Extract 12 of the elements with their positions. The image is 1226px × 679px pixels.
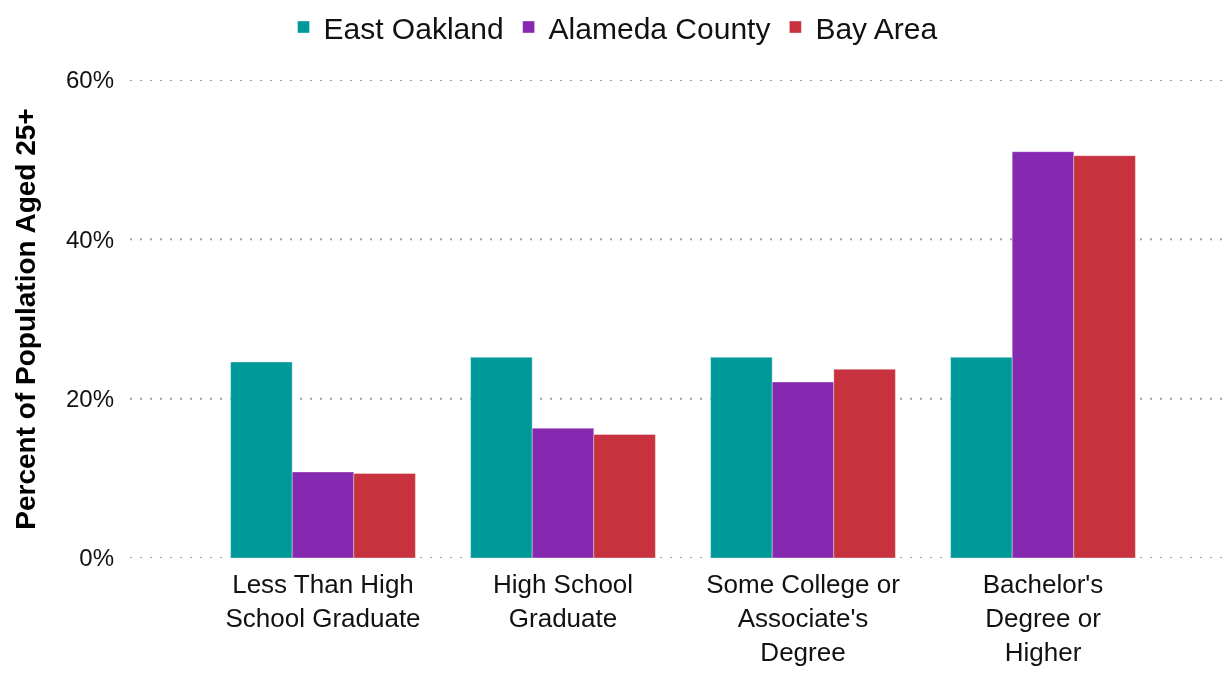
x-tick-label: High School Graduate: [492, 569, 634, 633]
legend-label: Bay Area: [815, 11, 938, 45]
x-tick-label: Some College or Associate's Degree: [706, 569, 901, 667]
y-tick-label: 60%: [65, 66, 114, 94]
y-axis-title: Percent of Population Aged 25+: [9, 108, 41, 530]
x-tick-label: Bachelor's Degree or Higher: [982, 569, 1104, 667]
legend-label: Alameda County: [548, 11, 771, 45]
x-tick-label: Less Than High School Graduate: [225, 569, 421, 633]
y-tick-label: 40%: [65, 225, 114, 253]
legend-label: East Oakland: [323, 11, 504, 45]
y-tick-label: 0%: [79, 544, 114, 572]
y-tick-label: 20%: [65, 385, 114, 413]
